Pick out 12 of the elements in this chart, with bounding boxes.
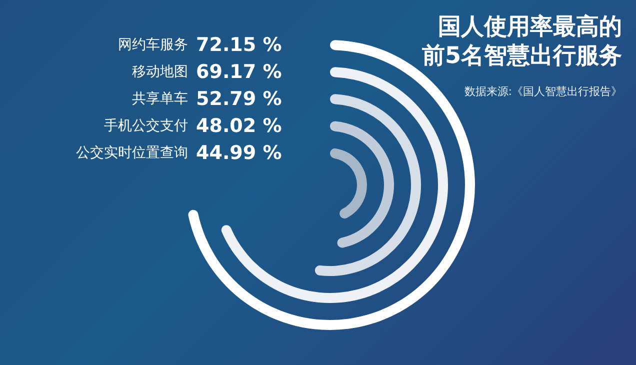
category-label: 公交实时位置查询 (76, 145, 188, 161)
data-label: 69.17 % (196, 61, 282, 83)
category-label: 共享单车 (132, 91, 188, 107)
source-note: 数据来源:《国人智慧出行报告》 (464, 85, 622, 98)
data-label: 48.02 % (196, 115, 282, 137)
text: 国人使用率最高的前5名智慧出行服务 (420, 13, 622, 69)
data-label: 44.99 % (196, 142, 282, 164)
category-label: 网约车服务 (118, 37, 188, 53)
category-label: 移动地图 (132, 64, 188, 80)
category-label: 手机公交支付 (104, 118, 188, 134)
data-label: 52.79 % (196, 88, 282, 110)
data-label: 72.15 % (196, 34, 282, 56)
